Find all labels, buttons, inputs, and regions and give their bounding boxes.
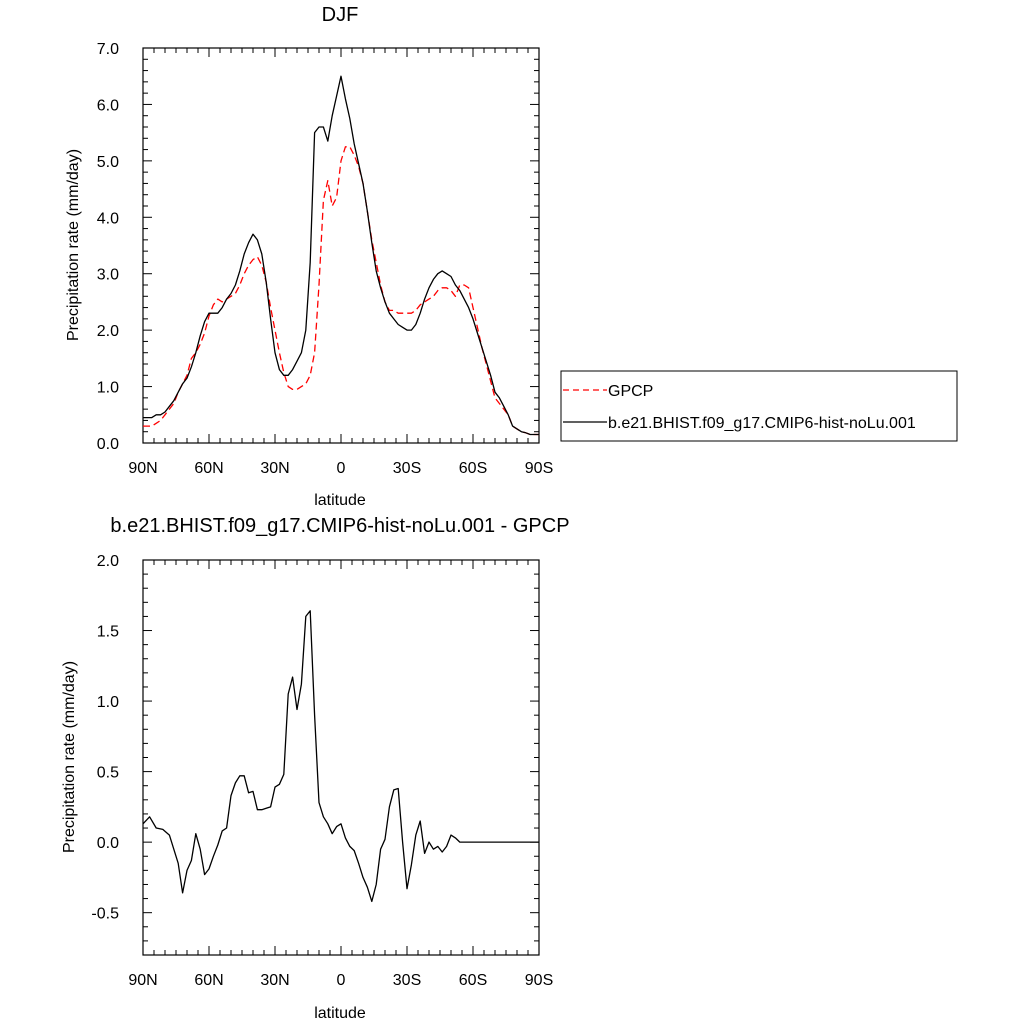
bottom-panel: b.e21.BHIST.f09_g17.CMIP6-hist-noLu.001 … <box>61 515 570 1022</box>
y-tick-label: 0.0 <box>97 436 119 453</box>
x-tick-label: 0 <box>337 460 346 477</box>
y-tick-label: 3.0 <box>97 267 119 284</box>
y-tick-label: 0.0 <box>97 835 119 852</box>
bottom-chart-title: b.e21.BHIST.f09_g17.CMIP6-hist-noLu.001 … <box>110 515 569 537</box>
x-tick-label: 60N <box>194 460 223 477</box>
x-tick-label: 0 <box>337 972 346 989</box>
bottom-y-axis-label: Precipitation rate (mm/day) <box>61 661 78 853</box>
y-tick-label: 1.0 <box>97 694 119 711</box>
x-tick-label: 30N <box>260 972 289 989</box>
bottom-plot-frame <box>142 559 540 956</box>
x-tick-label: 60S <box>459 972 487 989</box>
y-tick-label: 4.0 <box>97 210 119 227</box>
top-chart-title: DJF <box>322 4 359 26</box>
series-line-1 <box>143 75 539 436</box>
y-tick-label: 2.0 <box>97 553 119 570</box>
y-tick-label: -0.5 <box>91 906 119 923</box>
series-line-0 <box>142 610 539 903</box>
legend-box <box>560 370 958 442</box>
y-tick-label: 5.0 <box>97 154 119 171</box>
x-tick-label: 30S <box>393 972 421 989</box>
top-y-axis-label: Precipitation rate (mm/day) <box>65 149 82 341</box>
x-tick-label: 90S <box>525 460 553 477</box>
y-tick-label: 6.0 <box>97 97 119 114</box>
x-tick-label: 90S <box>525 972 553 989</box>
y-tick-label: 0.5 <box>97 765 119 782</box>
x-tick-label: 90N <box>128 460 157 477</box>
bottom-ticks: 90N 60N 30N 0 30S 60S 90S -0.5 0.0 0.5 1.0 1.5 2.0 <box>91 553 553 989</box>
legend-model-label: b.e21.BHIST.f09_g17.CMIP6-hist-noLu.001 <box>608 415 916 432</box>
y-tick-label: 1.0 <box>97 380 119 397</box>
bottom-series <box>142 610 539 903</box>
y-tick-label: 1.5 <box>97 624 119 641</box>
series-line-0 <box>143 146 539 436</box>
top-panel: DJF 90N 60N 30N 0 30S 60S 90S 0.0 1.0 2.0 3.0 4.0 5.… <box>65 4 553 509</box>
top-ticks: 90N 60N 30N 0 30S 60S 90S 0.0 1.0 2.0 3.0 4.0 5.0 6.0… <box>97 41 553 477</box>
x-tick-label: 90N <box>128 972 157 989</box>
top-x-axis-label: latitude <box>314 492 366 509</box>
top-series <box>143 75 539 436</box>
bottom-x-axis-label: latitude <box>314 1005 366 1022</box>
y-tick-label: 7.0 <box>97 41 119 58</box>
x-tick-label: 60S <box>459 460 487 477</box>
legend: GPCP b.e21.BHIST.f09_g17.CMIP6-hist-noLu… <box>560 370 958 442</box>
x-tick-label: 30S <box>393 460 421 477</box>
x-tick-label: 60N <box>194 972 223 989</box>
y-tick-label: 2.0 <box>97 323 119 340</box>
x-tick-label: 30N <box>260 460 289 477</box>
top-plot-frame <box>142 47 540 444</box>
legend-gpcp-label: GPCP <box>608 383 653 400</box>
